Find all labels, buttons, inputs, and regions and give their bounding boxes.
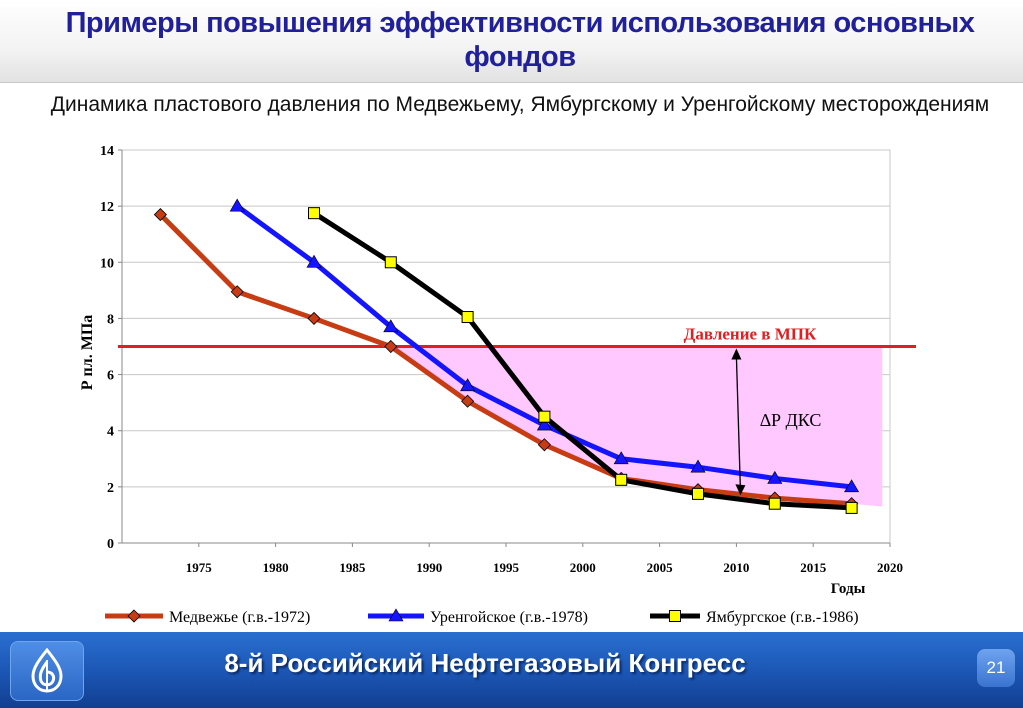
x-tick-label: 2010 xyxy=(723,560,749,575)
data-point xyxy=(307,311,321,325)
x-tick-label: 1975 xyxy=(186,560,213,575)
legend-label: Ямбургское (г.в.-1986) xyxy=(706,609,859,626)
y-tick-label: 14 xyxy=(100,144,114,159)
annotation-arrow xyxy=(735,356,742,490)
data-point xyxy=(461,311,474,324)
data-point xyxy=(384,339,398,354)
shaded-region-layer xyxy=(390,346,883,507)
x-tick-label: 1980 xyxy=(263,560,289,575)
y-tick-label: 8 xyxy=(107,312,114,327)
footer-title: 8-й Российский Нефтегазовый Конгресс xyxy=(224,648,746,678)
y-tick-label: 12 xyxy=(100,200,114,215)
data-point xyxy=(461,394,475,408)
y-tick-label: 0 xyxy=(107,537,114,552)
data-point xyxy=(308,207,320,220)
annotation-arrowhead-down xyxy=(735,484,746,496)
data-point xyxy=(306,254,322,268)
slide-title-line-2: фондов xyxy=(464,41,576,73)
data-point xyxy=(767,470,783,484)
page-number: 21 xyxy=(977,649,1015,687)
chart-title: Динамика пластового давления по Медвежье… xyxy=(50,93,990,116)
series-layer xyxy=(153,198,860,514)
data-point xyxy=(690,459,706,473)
slide-header: Примеры повышения эффективности использо… xyxy=(0,0,1023,83)
data-point xyxy=(388,608,404,622)
legend-item-3: Ямбургское (г.в.-1986) xyxy=(650,609,859,626)
x-tick-label: 1985 xyxy=(339,560,366,575)
data-point xyxy=(844,479,860,493)
x-axis-title: Годы xyxy=(831,581,866,597)
annotation-label: ∆Р ДКС xyxy=(760,410,821,430)
legend-layer: Медвежье (г.в.-1972) Уренгойское (г.в.-19… xyxy=(105,608,859,626)
x-tick-label: 1995 xyxy=(493,560,520,575)
series-2 xyxy=(229,198,860,493)
x-tick-label: 2005 xyxy=(647,560,674,575)
reference-layer: Давление в МПК xyxy=(118,325,916,348)
series-line xyxy=(158,212,852,507)
shaded-region xyxy=(390,346,883,507)
x-tick-label: 2015 xyxy=(800,560,827,575)
legend-label: Медвежье (г.в.-1972) xyxy=(169,609,310,626)
footer-bar: 8-й Российский Нефтегазовый Конгресс 21 xyxy=(0,632,1023,708)
pressure-chart: 0 2 4 6 8 10 12 14 1975 1980 1985 1990 1995 2000 2005 2… xyxy=(79,144,916,626)
data-point xyxy=(537,438,551,452)
data-point xyxy=(768,497,781,510)
y-tick-label: 6 xyxy=(107,369,114,384)
y-axis-title: Р пл. МПа xyxy=(79,315,96,391)
data-point xyxy=(153,207,167,222)
series-line xyxy=(312,211,852,511)
data-point xyxy=(384,256,397,269)
legend-label: Уренгойское (г.в.-1978) xyxy=(430,609,588,626)
data-point xyxy=(669,610,681,622)
gazprom-logo xyxy=(10,641,84,701)
data-point xyxy=(229,198,245,212)
data-point xyxy=(615,473,628,486)
data-point xyxy=(538,410,551,423)
x-tick-label: 2000 xyxy=(570,560,596,575)
data-point xyxy=(230,285,244,299)
x-tick-label: 1990 xyxy=(416,560,442,575)
data-point xyxy=(383,319,399,333)
slide-title-line-1: Примеры повышения эффективности использо… xyxy=(65,7,975,39)
axis-layer: 0 2 4 6 8 10 12 14 1975 1980 1985 1990 1995 2000 2005 2… xyxy=(79,144,903,597)
reference-line-label: Давление в МПК xyxy=(684,325,817,344)
data-point xyxy=(127,609,141,623)
data-point xyxy=(845,501,858,514)
slide-title: Примеры повышения эффективности использо… xyxy=(20,6,1020,74)
y-tick-label: 10 xyxy=(100,256,114,271)
x-tick-label: 2020 xyxy=(877,560,903,575)
data-point xyxy=(460,378,476,392)
legend-item-1: Медвежье (г.в.-1972) xyxy=(105,609,310,626)
y-tick-label: 4 xyxy=(107,425,114,440)
annotation-layer: ∆Р ДКС xyxy=(731,348,821,496)
data-point xyxy=(613,451,629,465)
series-3 xyxy=(308,207,858,514)
legend-item-2: Уренгойское (г.в.-1978) xyxy=(368,608,588,626)
data-point xyxy=(536,417,552,431)
data-point xyxy=(692,487,704,500)
y-tick-label: 2 xyxy=(107,481,114,496)
annotation-arrowhead-up xyxy=(731,348,742,360)
